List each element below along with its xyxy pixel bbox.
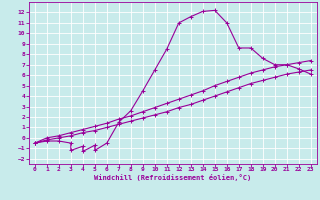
X-axis label: Windchill (Refroidissement éolien,°C): Windchill (Refroidissement éolien,°C): [94, 174, 252, 181]
